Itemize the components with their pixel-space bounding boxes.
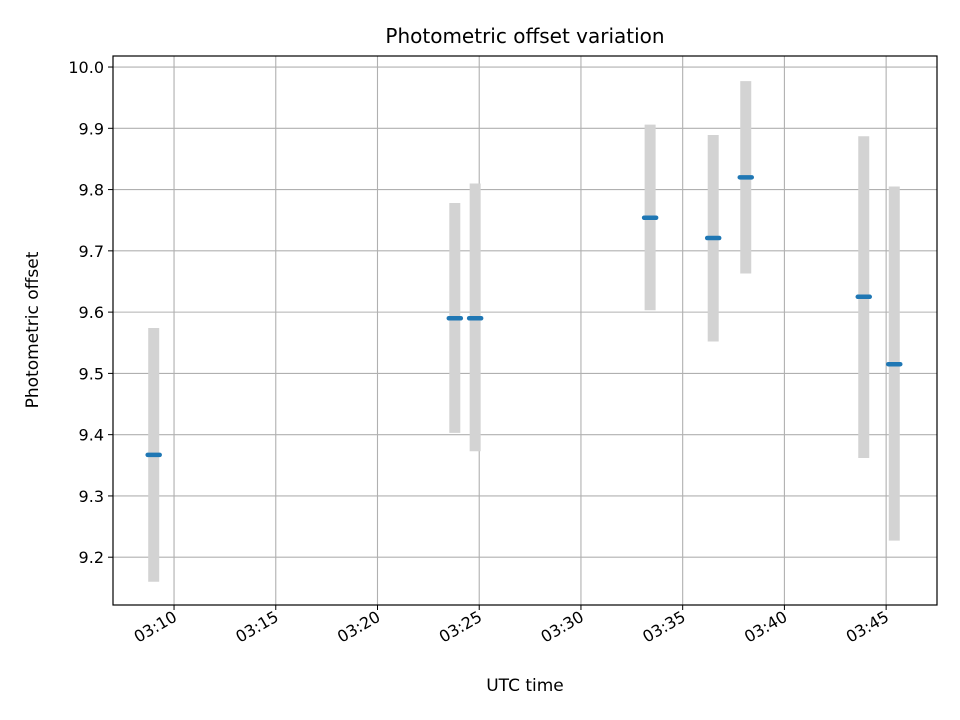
x-tick-label: 03:45 [843,607,892,647]
y-tick-label: 9.4 [79,426,104,445]
y-tick-label: 9.7 [79,242,104,261]
y-tick-label: 9.8 [79,181,104,200]
x-axis-ticks: 03:10 03:15 03:20 03:25 03:30 03:35 03:40 03:45 [131,605,892,647]
x-tick-label: 03:40 [741,607,790,647]
y-tick-label: 9.6 [79,303,104,322]
x-tick-label: 03:20 [334,607,383,647]
y-axis-ticks: 9.2 9.3 9.4 9.5 9.6 9.7 9.8 9.9 10.0 [68,58,113,567]
y-tick-label: 9.3 [79,487,104,506]
y-axis-title: Photometric offset [23,251,43,408]
y-tick-label: 9.2 [79,548,104,567]
plot-frame [112,55,938,606]
x-axis-title: UTC time [486,676,564,696]
y-tick-label: 9.5 [79,364,104,383]
x-tick-label: 03:10 [131,607,180,647]
grid [113,56,937,605]
x-tick-label: 03:25 [436,607,485,647]
chart-title: Photometric offset variation [385,24,664,48]
x-tick-label: 03:35 [639,607,688,647]
y-tick-label: 10.0 [68,58,104,77]
y-tick-label: 9.9 [79,119,104,138]
error-bars [148,81,900,582]
x-tick-label: 03:30 [538,607,587,647]
data-points [145,175,903,458]
x-tick-label: 03:15 [232,607,281,647]
